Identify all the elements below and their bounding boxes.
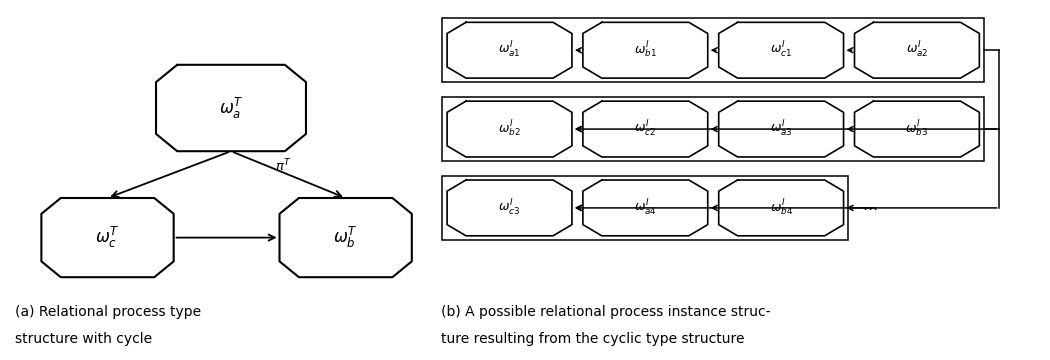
Text: ture resulting from the cyclic type structure: ture resulting from the cyclic type stru… bbox=[441, 332, 744, 346]
Text: $\omega_{a2}^I$: $\omega_{a2}^I$ bbox=[906, 40, 928, 60]
Bar bbox=[442, 176, 848, 240]
Text: $\cdots$: $\cdots$ bbox=[862, 201, 877, 215]
Text: $\omega_{a4}^I$: $\omega_{a4}^I$ bbox=[634, 198, 656, 218]
Text: structure with cycle: structure with cycle bbox=[15, 332, 152, 346]
Text: $\omega_{b2}^I$: $\omega_{b2}^I$ bbox=[498, 119, 521, 139]
Text: (b) A possible relational process instance struc-: (b) A possible relational process instan… bbox=[441, 305, 771, 319]
Bar bbox=[442, 97, 984, 161]
Text: $\omega_{c1}^I$: $\omega_{c1}^I$ bbox=[770, 40, 792, 60]
Text: $\omega_c^T$: $\omega_c^T$ bbox=[96, 225, 120, 250]
Text: $\omega_a^T$: $\omega_a^T$ bbox=[218, 95, 244, 121]
Text: $\omega_b^T$: $\omega_b^T$ bbox=[333, 225, 358, 250]
Text: $\omega_{b1}^I$: $\omega_{b1}^I$ bbox=[634, 40, 656, 60]
Bar bbox=[442, 18, 984, 82]
Text: $\omega_{b4}^I$: $\omega_{b4}^I$ bbox=[770, 198, 793, 218]
Text: $\omega_{c3}^I$: $\omega_{c3}^I$ bbox=[499, 198, 521, 218]
Text: (a) Relational process type: (a) Relational process type bbox=[15, 305, 201, 319]
Text: $\pi^T$: $\pi^T$ bbox=[275, 158, 292, 175]
Text: $\omega_{b3}^I$: $\omega_{b3}^I$ bbox=[905, 119, 928, 139]
Text: $\omega_{a3}^I$: $\omega_{a3}^I$ bbox=[770, 119, 793, 139]
Text: $\omega_{c2}^I$: $\omega_{c2}^I$ bbox=[634, 119, 656, 139]
Text: $\omega_{a1}^I$: $\omega_{a1}^I$ bbox=[499, 40, 521, 60]
